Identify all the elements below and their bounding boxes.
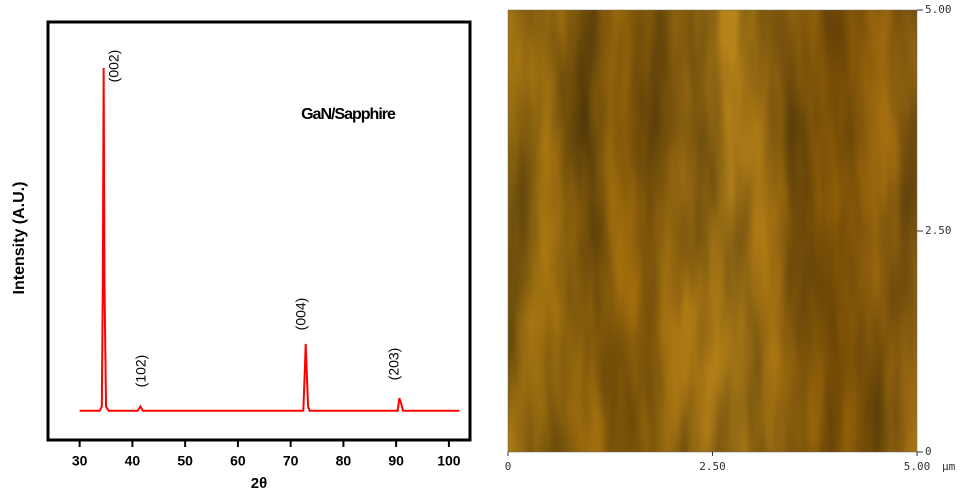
x-tick-label: 70 [283,453,299,469]
annotation-title: GaN/Sapphire [301,106,396,123]
peak-label: (004) [293,298,309,331]
y-tick-label: 0 [925,445,932,458]
afm-texture [508,10,917,452]
peak-label: (102) [133,355,149,388]
x-tick-label: 2.50 [699,460,726,473]
xrd-line [79,67,460,412]
x-tick-label: 100 [437,453,461,469]
x-tick-label: 90 [388,453,404,469]
y-tick-label: 2.50 [925,224,952,237]
x-tick-label: 50 [177,453,193,469]
x-axis-label: 2θ [251,475,267,492]
plot-frame [46,20,472,442]
peak-label: (002) [106,50,122,83]
x-unit: µm [942,460,956,473]
x-tick-label: 60 [230,453,246,469]
x-tick-label: 5.00 [904,460,931,473]
y-axis-label: Intensity (A.U.) [11,182,28,295]
y-tick-label: 5.00 [925,3,952,16]
x-tick-label: 0 [505,460,512,473]
peak-label: (203) [386,348,402,381]
x-tick-label: 40 [125,453,141,469]
x-tick-label: 80 [336,453,352,469]
x-tick-label: 30 [72,453,88,469]
